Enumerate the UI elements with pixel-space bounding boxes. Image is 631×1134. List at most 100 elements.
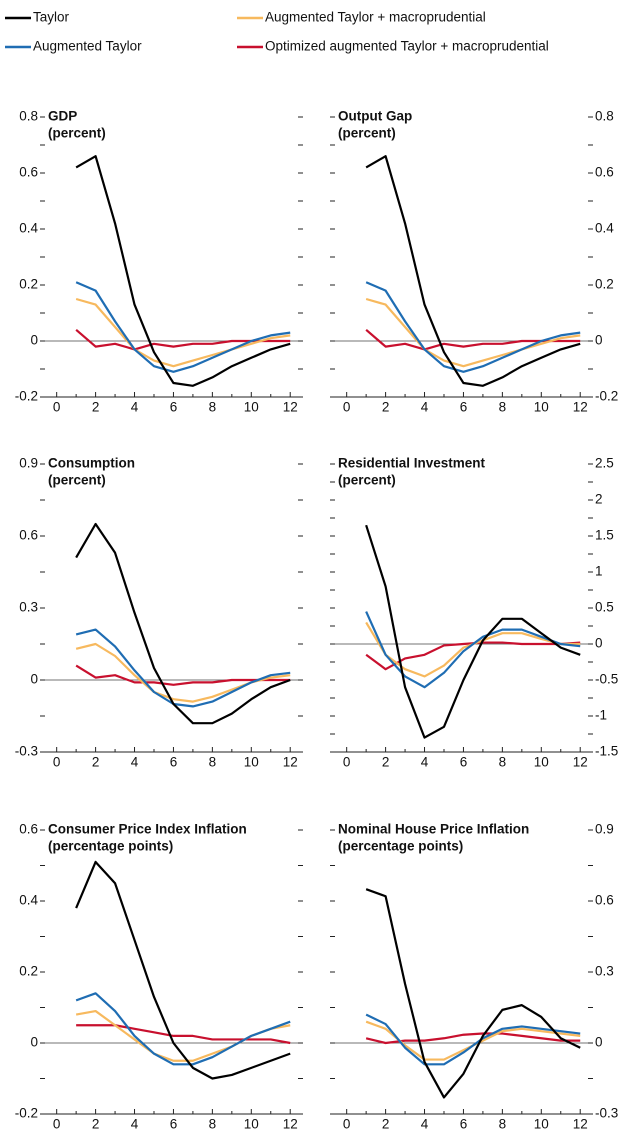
- y-tick-label: 1: [595, 564, 603, 579]
- panel-title: GDP: [48, 109, 77, 124]
- y-tick-label: 0: [30, 1035, 38, 1050]
- legend-label: Augmented Taylor: [33, 39, 142, 54]
- panel-title: Residential Investment: [338, 456, 486, 471]
- y-tick-label: 0.6: [595, 893, 614, 908]
- series-line: [365, 281, 581, 373]
- x-tick-label: 8: [499, 1117, 507, 1132]
- series-line: [75, 642, 291, 703]
- series-line: [76, 1024, 291, 1045]
- series-line: [365, 1032, 581, 1045]
- x-tick-label: 10: [244, 1117, 259, 1132]
- x-tick-label: 12: [283, 400, 298, 415]
- y-tick-label: -0.2: [595, 389, 618, 404]
- x-tick-label: 2: [92, 755, 100, 770]
- panel-title: Consumer Price Index Inflation: [48, 822, 247, 837]
- x-tick-label: 12: [573, 1117, 588, 1132]
- x-tick-label: 6: [170, 755, 178, 770]
- y-tick-label: -0.3: [595, 1106, 618, 1121]
- series-line: [365, 155, 581, 387]
- y-tick-label: 0.3: [595, 964, 614, 979]
- x-tick-label: 0: [343, 755, 351, 770]
- x-tick-label: 8: [499, 755, 507, 770]
- y-tick-label: 0: [595, 333, 603, 348]
- x-tick-label: 10: [244, 400, 259, 415]
- x-tick-label: 10: [534, 1117, 549, 1132]
- y-tick-label: 0: [595, 636, 603, 651]
- x-tick-label: 12: [573, 400, 588, 415]
- panel-title: Consumption: [48, 456, 135, 471]
- x-tick-label: 10: [534, 400, 549, 415]
- x-tick-label: 8: [209, 755, 217, 770]
- y-tick-label: -0.2: [15, 389, 38, 404]
- y-tick-label: 0.2: [19, 277, 38, 292]
- series-line: [365, 1013, 581, 1066]
- y-tick-label: 0.2: [19, 964, 38, 979]
- panel-subtitle: (percentage points): [48, 839, 173, 854]
- legend-label: Optimized augmented Taylor + macropruden…: [265, 39, 549, 54]
- panel-subtitle: (percent): [48, 126, 106, 141]
- y-tick-label: 0.5: [595, 600, 614, 615]
- x-tick-label: 8: [209, 400, 217, 415]
- x-tick-label: 6: [460, 1117, 468, 1132]
- series-line: [75, 155, 291, 387]
- series-line: [75, 522, 291, 725]
- series-line: [75, 281, 291, 373]
- y-tick-label: 0.6: [19, 528, 38, 543]
- y-tick-label: -0.2: [15, 1106, 38, 1121]
- panel-subtitle: (percent): [338, 473, 396, 488]
- y-tick-label: 0.6: [595, 165, 614, 180]
- x-tick-label: 4: [421, 1117, 429, 1132]
- panel-subtitle: (percent): [338, 126, 396, 141]
- x-tick-label: 0: [53, 755, 61, 770]
- x-tick-label: 4: [131, 400, 139, 415]
- y-tick-label: 0: [30, 333, 38, 348]
- y-tick-label: 0.4: [19, 221, 38, 236]
- y-tick-label: 0: [595, 1035, 603, 1050]
- y-tick-label: -1.5: [595, 744, 618, 759]
- panel-title: Nominal House Price Inflation: [338, 822, 529, 837]
- y-tick-label: 0.8: [19, 109, 38, 124]
- x-tick-label: 12: [283, 1117, 298, 1132]
- x-tick-label: 8: [499, 400, 507, 415]
- x-tick-label: 6: [170, 1117, 178, 1132]
- x-tick-label: 6: [460, 400, 468, 415]
- x-tick-label: 2: [92, 400, 100, 415]
- y-tick-label: 2.5: [595, 456, 614, 471]
- y-tick-label: 0.6: [19, 822, 38, 837]
- series-line: [365, 888, 581, 1099]
- y-tick-label: 1.5: [595, 528, 614, 543]
- x-tick-label: 2: [382, 400, 390, 415]
- x-tick-label: 4: [131, 1117, 139, 1132]
- x-tick-label: 2: [382, 755, 390, 770]
- y-tick-label: 0.4: [595, 221, 614, 236]
- x-tick-label: 10: [244, 755, 259, 770]
- x-tick-label: 12: [283, 755, 298, 770]
- y-tick-label: 0.9: [595, 822, 614, 837]
- panel-subtitle: (percentage points): [338, 839, 463, 854]
- y-tick-label: 0: [30, 672, 38, 687]
- y-tick-label: 0.4: [19, 893, 38, 908]
- x-tick-label: 0: [53, 400, 61, 415]
- y-tick-label: -1: [595, 708, 607, 723]
- series-line: [75, 860, 291, 1080]
- x-tick-label: 6: [170, 400, 178, 415]
- x-tick-label: 0: [343, 400, 351, 415]
- y-tick-label: 0.2: [595, 277, 614, 292]
- x-tick-label: 2: [92, 1117, 100, 1132]
- series-line: [75, 992, 291, 1066]
- series-line: [365, 524, 581, 739]
- legend-label: Augmented Taylor + macroprudential: [265, 10, 486, 25]
- series-line: [75, 628, 291, 708]
- y-tick-label: -0.3: [15, 744, 38, 759]
- y-tick-label: 0.6: [19, 165, 38, 180]
- legend-label: Taylor: [33, 10, 70, 25]
- series-line: [75, 297, 291, 368]
- x-tick-label: 8: [209, 1117, 217, 1132]
- series-line: [75, 664, 291, 686]
- panel-subtitle: (percent): [48, 473, 106, 488]
- x-tick-label: 12: [573, 755, 588, 770]
- x-tick-label: 4: [421, 400, 429, 415]
- x-tick-label: 6: [460, 755, 468, 770]
